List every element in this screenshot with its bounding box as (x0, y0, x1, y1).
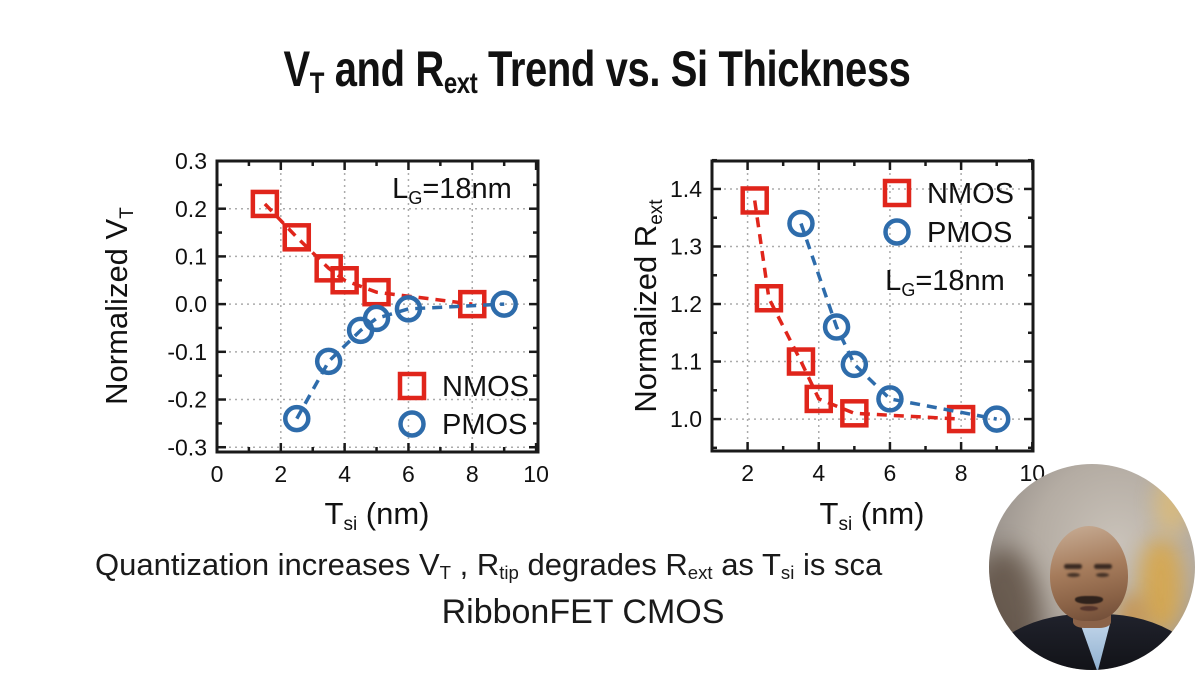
trend-line (752, 200, 962, 421)
person-mouth (1080, 606, 1098, 611)
x-tick-label: 10 (523, 461, 549, 487)
text-run: degrades R (518, 547, 688, 582)
caption-line1: Quantization increases VT , Rtip degrade… (95, 546, 882, 588)
tick-marks (712, 158, 1034, 451)
subscript-text: ext (687, 562, 713, 584)
pmos-circle-marker (822, 313, 851, 341)
legend: NMOS PMOS (397, 371, 529, 441)
chart-normalized-vt-vs-tsi: 0 2 4 6 8 10 -0.3 -0.2 -0.1 0.0 0.1 0.2 0.3 Tsi (nm) N… (99, 148, 549, 535)
person-eyebrow (1064, 564, 1082, 569)
x-axis-title: Tsi (nm) (325, 496, 430, 535)
tick-marks (215, 159, 538, 452)
y-axis-title: Normalized Rext (628, 199, 667, 413)
person-eye (1067, 573, 1080, 577)
pmos-circle-marker (283, 404, 311, 433)
legend: NMOS PMOS (882, 178, 1014, 249)
series-pmos (787, 209, 1011, 433)
y-tick-label: 0.1 (175, 243, 207, 269)
gridlines (712, 161, 1033, 451)
pmos-circle-marker (883, 218, 911, 246)
text-run: V (283, 41, 310, 97)
x-tick-label: 8 (466, 461, 479, 487)
text-run: and R (324, 41, 445, 97)
nmos-square-marker (754, 284, 784, 313)
nmos-square-marker (250, 189, 280, 219)
y-tick-label: -0.2 (167, 387, 207, 413)
subscript-text: si (780, 562, 795, 584)
y-tick-label: -0.1 (167, 339, 207, 365)
x-tick-label: 4 (812, 460, 825, 486)
x-tick-label: 8 (955, 460, 968, 486)
legend-label-nmos: NMOS (927, 178, 1014, 210)
nmos-square-marker (740, 186, 769, 215)
text-run: Trend vs. Si Thickness (477, 41, 911, 97)
nmos-square-marker (282, 223, 312, 252)
y-tick-label: 1.1 (670, 349, 702, 375)
subscript-text: T (439, 562, 451, 584)
subscript-text: ext (443, 66, 478, 100)
text-run: as T (712, 547, 781, 582)
text-run: is sca (794, 547, 883, 582)
nmos-square-marker (840, 399, 869, 428)
gate-length-annotation: LG=18nm (885, 265, 1005, 300)
nmos-square-marker (946, 404, 976, 434)
subscript-text: tip (499, 562, 519, 584)
legend-label-pmos: PMOS (442, 409, 527, 441)
y-tick-label: 1.4 (670, 176, 702, 202)
x-tick-label: 4 (338, 461, 351, 487)
x-tick-label: 6 (402, 461, 415, 487)
trend-line (263, 202, 473, 306)
pmos-circle-marker (876, 385, 904, 413)
pmos-circle-marker (362, 304, 391, 333)
x-tick-label: 0 (211, 461, 224, 487)
y-tick-label: 1.0 (670, 406, 702, 432)
y-tick-label: 0.2 (175, 196, 207, 222)
nmos-square-marker (882, 178, 912, 208)
webcam-background-light (1155, 474, 1189, 534)
text-run: Quantization increases V (95, 547, 440, 582)
pmos-circle-marker (982, 405, 1011, 433)
caption-line2: RibbonFET CMOS (441, 593, 725, 631)
slide-title: VT and Rext Trend vs. Si Thickness (117, 40, 1077, 106)
y-tick-label: 0.0 (175, 291, 207, 317)
legend-label-pmos: PMOS (927, 217, 1012, 249)
text-run: , R (451, 547, 500, 582)
pmos-circle-marker (840, 350, 869, 379)
nmos-square-marker (804, 384, 834, 414)
trend-line (799, 222, 998, 421)
pmos-circle-marker (490, 290, 518, 318)
y-tick-label: 1.2 (670, 291, 702, 317)
x-tick-label: 2 (741, 460, 754, 486)
person-eye (1096, 573, 1109, 577)
person-eyebrow (1094, 564, 1112, 569)
plot-frame (710, 159, 1035, 453)
y-tick-label: -0.3 (167, 434, 207, 460)
x-tick-label: 2 (274, 461, 287, 487)
y-axis-title: Normalized VT (99, 207, 138, 405)
pmos-circle-marker (398, 410, 426, 438)
nmos-square-marker (397, 371, 427, 401)
pmos-circle-marker (787, 209, 815, 238)
series-pmos (283, 290, 518, 433)
y-tick-label: 1.3 (670, 234, 702, 260)
nmos-square-marker (330, 266, 359, 295)
gate-length-annotation: LG=18nm (392, 173, 512, 208)
nmos-square-marker (786, 347, 816, 376)
y-tick-label: 0.3 (175, 148, 207, 174)
pmos-circle-marker (314, 347, 343, 376)
subscript-text: T (309, 66, 325, 100)
person-head (1050, 526, 1128, 621)
series-nmos (250, 189, 487, 319)
person-mustache (1075, 596, 1103, 604)
x-axis-title: Tsi (nm) (820, 496, 925, 535)
series-nmos (740, 186, 976, 434)
legend-label-nmos: NMOS (442, 371, 529, 403)
nmos-square-marker (362, 277, 391, 307)
presenter-webcam[interactable] (989, 464, 1195, 670)
pmos-circle-marker (394, 295, 423, 323)
x-tick-label: 6 (884, 460, 897, 486)
